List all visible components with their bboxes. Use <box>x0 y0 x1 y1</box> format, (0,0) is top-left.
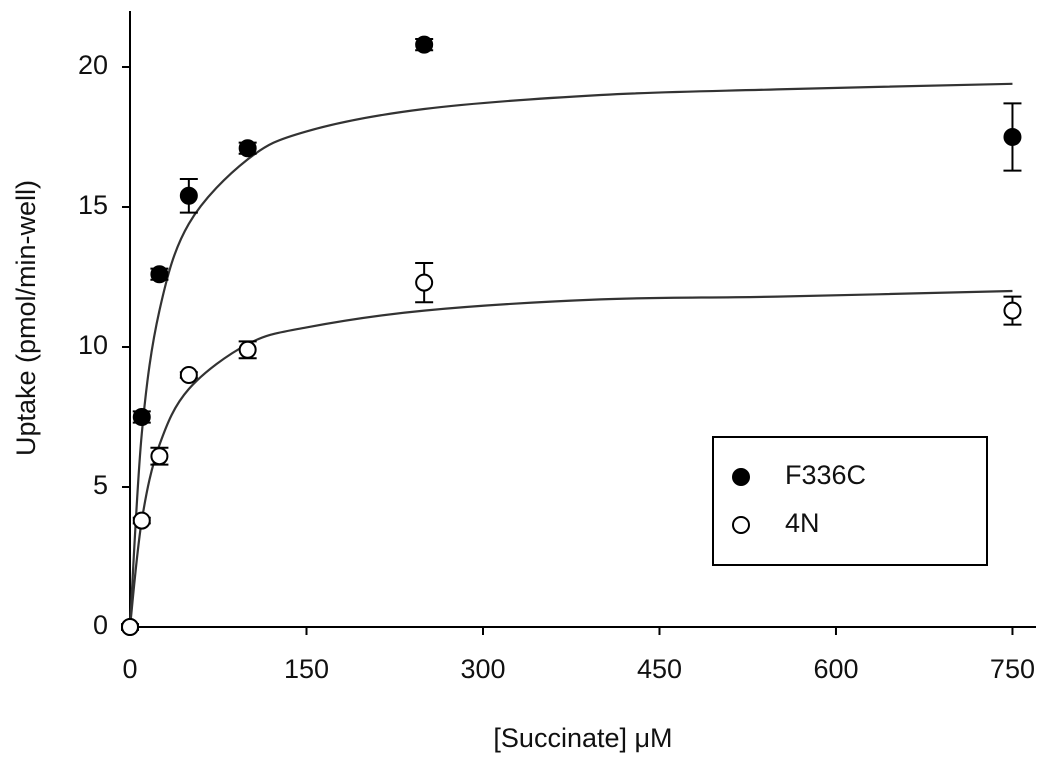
legend-marker <box>732 516 750 534</box>
x-tick-label: 300 <box>460 654 505 684</box>
data-point <box>150 447 169 466</box>
data-point <box>179 186 198 205</box>
data-point <box>132 511 151 530</box>
data-point <box>179 366 198 384</box>
data-point <box>121 618 139 636</box>
y-tick-label: 0 <box>93 610 108 640</box>
x-axis-label: [Succinate] μM <box>493 723 672 753</box>
x-tick-label: 450 <box>637 654 682 684</box>
legend-box <box>712 436 988 566</box>
x-tick-label: 600 <box>813 654 858 684</box>
data-point <box>1003 301 1022 320</box>
fit-curve <box>128 289 1013 628</box>
x-tick-label: 150 <box>284 654 329 684</box>
data-point <box>1003 128 1022 146</box>
y-tick-label: 5 <box>93 470 108 500</box>
y-tick-label: 10 <box>78 330 108 360</box>
x-tick-label: 0 <box>122 654 137 684</box>
data-point <box>238 340 257 359</box>
fit-curve <box>128 82 1013 628</box>
legend-label: 4N <box>785 508 820 538</box>
y-tick-label: 20 <box>78 50 108 80</box>
x-tick-label: 750 <box>990 654 1035 684</box>
data-point <box>415 35 434 54</box>
y-tick-label: 15 <box>78 190 108 220</box>
legend-marker <box>732 468 750 486</box>
data-point <box>150 265 169 284</box>
y-axis-label: Uptake (pmol/min-well) <box>11 180 41 456</box>
data-point <box>415 273 434 292</box>
data-point <box>238 139 257 158</box>
data-point <box>132 408 151 426</box>
legend-label: F336C <box>785 460 866 490</box>
